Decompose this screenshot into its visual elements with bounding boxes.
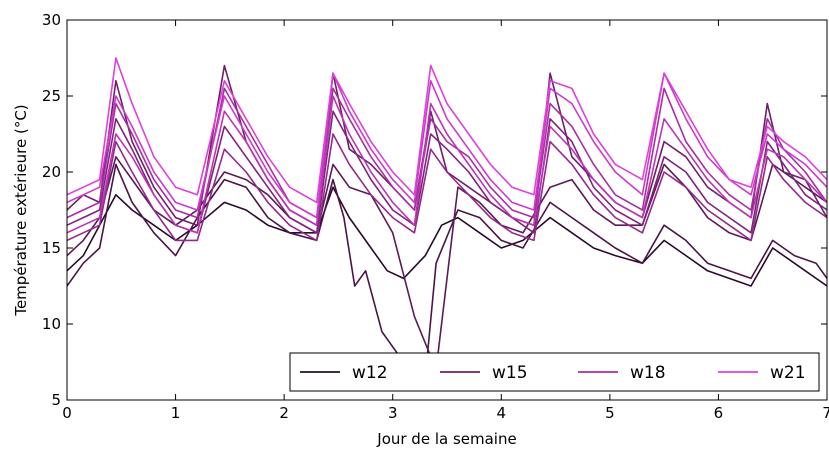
plot-frame xyxy=(66,19,828,401)
x-tick-label: 4 xyxy=(497,404,507,422)
legend-label-w21: w21 xyxy=(770,363,806,383)
series-line-w17 xyxy=(67,133,827,242)
y-tick-label: 25 xyxy=(42,87,61,105)
y-tick-label: 5 xyxy=(51,391,61,409)
y-axis-label: Température extérieure (°C) xyxy=(12,104,30,316)
tick-layer: 0 1 2 3 4 5 6 7 5 10 15 20 25 30 xyxy=(42,11,829,422)
series-line-w18 xyxy=(67,87,827,219)
series-line-w21 xyxy=(67,57,827,204)
y-tick-label: 10 xyxy=(42,315,61,333)
series-line-w20 xyxy=(67,72,827,219)
x-tick-label: 2 xyxy=(279,404,289,422)
x-tick-label: 3 xyxy=(388,404,398,422)
y-tick-label: 20 xyxy=(42,163,61,181)
y-tick-label: 15 xyxy=(42,239,61,257)
y-tick-label: 30 xyxy=(42,11,61,29)
series-line-w19 xyxy=(67,95,827,234)
x-tick-label: 5 xyxy=(605,404,615,422)
legend-label-w12: w12 xyxy=(352,363,388,383)
legend-label-w18: w18 xyxy=(630,363,666,383)
series-line-w12 xyxy=(67,186,827,287)
x-tick-label: 6 xyxy=(714,404,724,422)
x-tick-label: 7 xyxy=(822,404,829,422)
x-tick-label: 0 xyxy=(62,404,72,422)
x-tick-label: 1 xyxy=(171,404,181,422)
x-axis-label: Jour de la semaine xyxy=(376,430,516,448)
legend: w12 w15 w18 w21 xyxy=(289,352,820,392)
legend-label-w15: w15 xyxy=(492,363,528,383)
